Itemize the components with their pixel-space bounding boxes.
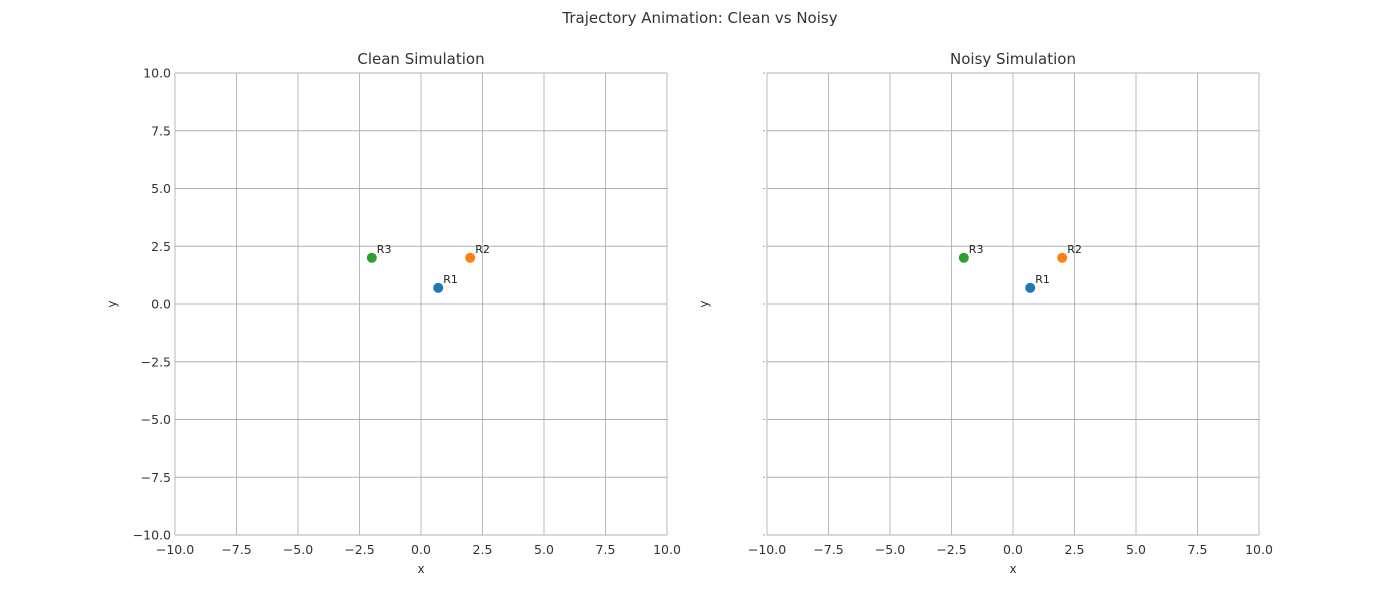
y-tick-label: −5.0 [141,412,171,427]
panel-title: Noisy Simulation [950,50,1076,68]
point-r2 [465,252,476,263]
point-r1 [433,282,444,293]
y-tick-label: 5.0 [151,181,171,196]
point-label-r3: R3 [969,243,984,256]
y-tick-label: −2.5 [141,354,171,369]
point-label-r1: R1 [443,273,458,286]
point-label-r2: R2 [475,243,490,256]
x-tick-label: −10.0 [156,542,194,557]
figure-suptitle: Trajectory Animation: Clean vs Noisy [561,9,837,27]
x-tick-label: 2.5 [1065,542,1085,557]
point-label-r3: R3 [377,243,392,256]
y-axis-label: y [697,300,711,307]
x-tick-label: 2.5 [473,542,493,557]
y-tick-label: −7.5 [141,470,171,485]
x-tick-label: 0.0 [411,542,431,557]
x-tick-label: −7.5 [813,542,843,557]
x-tick-label: −2.5 [936,542,966,557]
x-tick-label: 5.0 [1126,542,1146,557]
x-axis-label: x [1009,562,1016,576]
y-tick-label: 2.5 [151,239,171,254]
y-tick-label: 7.5 [151,123,171,138]
x-tick-label: −5.0 [283,542,313,557]
x-tick-label: 7.5 [596,542,616,557]
point-label-r1: R1 [1035,273,1050,286]
y-tick-label: 10.0 [143,66,171,81]
x-tick-label: 10.0 [1245,542,1273,557]
point-r3 [958,252,969,263]
clean-simulation-panel: −10.0 −7.5 −5.0 −2.5 0.0 2.5 5.0 7.5 10.0 10.0 7.5… [105,50,681,576]
point-r2 [1057,252,1068,263]
x-tick-label: −5.0 [875,542,905,557]
y-tick-label: 0.0 [151,297,171,312]
x-tick-label: 10.0 [653,542,681,557]
x-tick-label: 0.0 [1003,542,1023,557]
x-tick-label: −2.5 [344,542,374,557]
point-r3 [366,252,377,263]
y-axis-label: y [105,300,119,307]
x-tick-label: −7.5 [221,542,251,557]
x-tick-label: −10.0 [748,542,786,557]
x-axis-label: x [417,562,424,576]
point-label-r2: R2 [1067,243,1082,256]
x-tick-label: 7.5 [1188,542,1208,557]
point-r1 [1025,282,1036,293]
noisy-simulation-panel: −10.0 −7.5 −5.0 −2.5 0.0 2.5 5.0 7.5 10.0 Noisy S… [697,50,1273,576]
y-tick-label: −10.0 [133,528,171,543]
panel-title: Clean Simulation [357,50,484,68]
x-tick-label: 5.0 [534,542,554,557]
